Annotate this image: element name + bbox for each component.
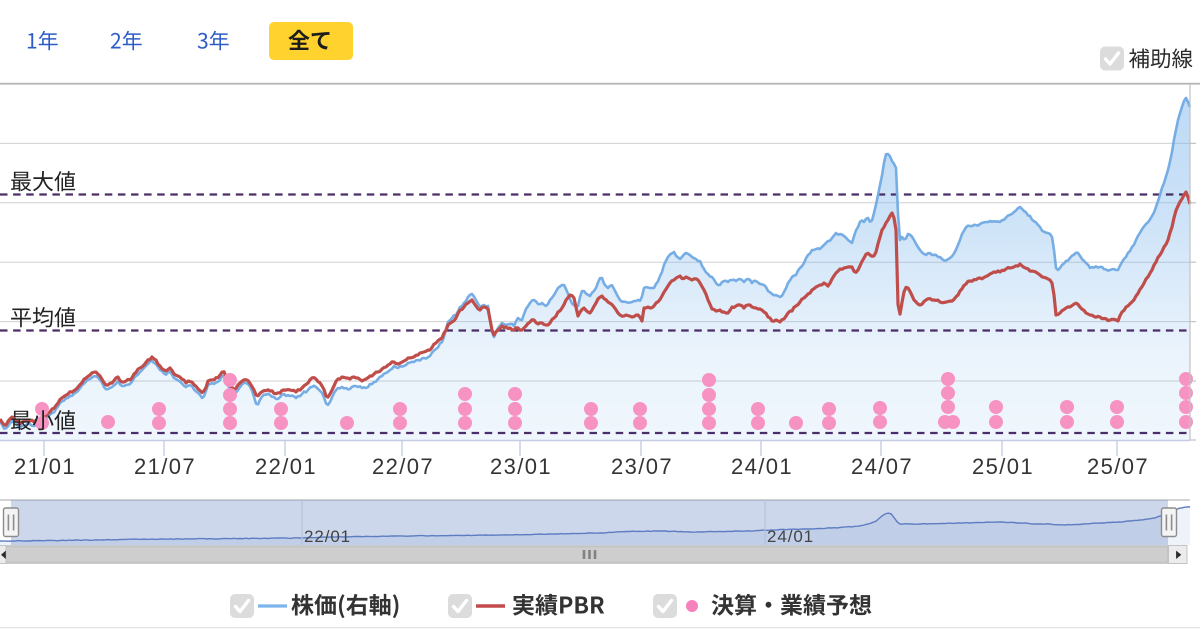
svg-text:22/01: 22/01 — [255, 454, 317, 479]
svg-text:22/07: 22/07 — [372, 454, 434, 479]
svg-text:21/01: 21/01 — [14, 454, 76, 479]
svg-text:25/01: 25/01 — [972, 454, 1034, 479]
svg-text:24/07: 24/07 — [851, 454, 913, 479]
svg-text:24/01: 24/01 — [731, 454, 793, 479]
svg-text:21/07: 21/07 — [134, 454, 196, 479]
svg-text:23/07: 23/07 — [611, 454, 673, 479]
svg-text:23/01: 23/01 — [490, 454, 552, 479]
svg-text:24/01: 24/01 — [767, 527, 814, 546]
svg-text:25/07: 25/07 — [1087, 454, 1149, 479]
svg-text:22/01: 22/01 — [304, 527, 351, 546]
